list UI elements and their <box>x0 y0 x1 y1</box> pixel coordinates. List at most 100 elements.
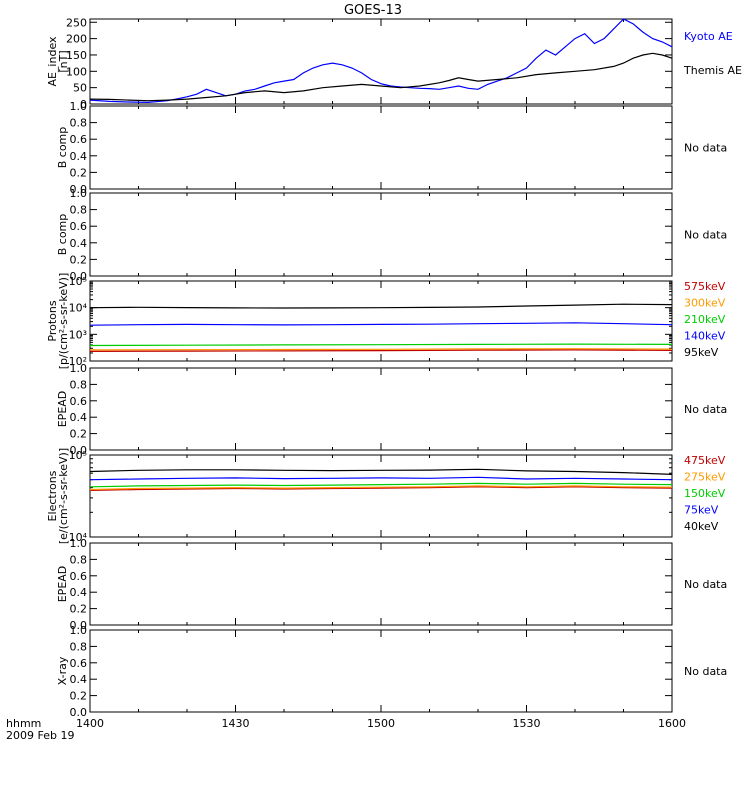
panel-bcomp1: 0.0 0.2 0.4 0.6 0.8 1.0 B comp No data <box>56 100 727 196</box>
y-tick-label: 1.0 <box>70 362 88 375</box>
series-line-475kev <box>89 486 673 491</box>
y-axis-label: Electrons <box>46 470 59 521</box>
y-tick-label: 1.0 <box>70 100 88 113</box>
no-data-label: No data <box>684 578 727 591</box>
y-tick-label: 0.6 <box>70 220 88 233</box>
legend-entry: Kyoto AE <box>684 30 733 43</box>
x-tick-label: 1500 <box>367 717 395 730</box>
y-tick-label: 10⁵ <box>69 275 87 288</box>
y-tick-label: 0.6 <box>70 570 88 583</box>
panel-frame <box>89 454 673 538</box>
panel-frame <box>89 192 673 277</box>
legend-entry: 275keV <box>684 471 726 484</box>
legend-entry: 95keV <box>684 346 719 359</box>
no-data-label: No data <box>684 142 727 155</box>
legend-entry: 575keV <box>684 280 726 293</box>
series-line-575kev <box>89 349 673 352</box>
y-axis-label: B comp <box>56 214 69 256</box>
series-line-40kev <box>89 468 673 475</box>
y-tick-label: 1.0 <box>70 537 88 550</box>
y-tick-label: 0.2 <box>70 690 88 703</box>
y-tick-label: 0.8 <box>70 117 88 130</box>
legend-entry: Themis AE <box>683 64 742 77</box>
y-axis-label: Protons <box>46 300 59 341</box>
y-tick-label: 0.2 <box>70 428 88 441</box>
no-data-label: No data <box>684 403 727 416</box>
y-tick-label: 10³ <box>69 328 87 341</box>
panel-frame <box>89 367 673 451</box>
panel-electrons: 10⁴ 10⁵ Electrons[e/(cm²-s-sr-keV)] 475keV 2… <box>46 448 726 544</box>
series-line-300kev <box>89 348 673 351</box>
y-tick-label: 0.8 <box>70 204 88 217</box>
panel-epead2: 0.0 0.2 0.4 0.6 0.8 1.0 EPEAD No data <box>56 537 727 632</box>
x-tick-label: 1430 <box>222 717 250 730</box>
legend-entry: 140keV <box>684 330 726 343</box>
y-tick-label: 0.4 <box>70 586 88 599</box>
y-tick-label: 1.0 <box>70 187 88 200</box>
y-tick-label: 0.6 <box>70 133 88 146</box>
x-date-label: 2009 Feb 19 <box>6 729 74 742</box>
series-line-150kev <box>89 482 673 488</box>
series-line-kyoto-ae <box>89 18 673 104</box>
legend-entry: 475keV <box>684 454 726 467</box>
y-tick-label: 250 <box>66 16 87 29</box>
y-tick-label: 0.2 <box>70 166 88 179</box>
y-tick-label: 0.4 <box>70 150 88 163</box>
panel-epead1: 0.0 0.2 0.4 0.6 0.8 1.0 EPEAD No data <box>56 362 727 457</box>
y-tick-label: 0.2 <box>70 253 88 266</box>
y-tick-label: 0.0 <box>70 706 88 719</box>
series-line-210kev <box>89 343 673 347</box>
panel-frame <box>89 105 673 190</box>
y-axis-label: [p/(cm²-s-sr-keV)] <box>57 273 70 370</box>
x-tick-label: 1600 <box>658 717 686 730</box>
y-tick-label: 0 <box>80 98 87 111</box>
y-tick-label: 0.4 <box>70 411 88 424</box>
panel-frame <box>89 542 673 626</box>
y-tick-label: 0.2 <box>70 603 88 616</box>
y-axis-label: [e/(cm²-s-sr-keV)] <box>57 448 70 544</box>
panel-frame <box>89 18 673 105</box>
no-data-label: No data <box>684 229 727 242</box>
y-axis-label: EPEAD <box>56 391 69 428</box>
legend-entry: 150keV <box>684 487 726 500</box>
y-tick-label: 0.6 <box>70 395 88 408</box>
series-line-275kev <box>89 485 673 491</box>
x-tick-label: 1530 <box>513 717 541 730</box>
plot-title: GOES-13 <box>344 3 402 18</box>
series-line-themis-ae <box>89 52 673 102</box>
y-axis-label: AE_index <box>46 36 59 87</box>
y-tick-label: 0.0 <box>70 444 88 457</box>
y-tick-label: 10² <box>69 355 87 368</box>
y-tick-label: 100 <box>66 65 87 78</box>
legend-entry: 75keV <box>684 504 719 517</box>
x-tick-label: 1400 <box>76 717 104 730</box>
y-tick-label: 150 <box>66 49 87 62</box>
y-tick-label: 0.4 <box>70 237 88 250</box>
series-line-95kev <box>89 303 673 309</box>
y-tick-label: 10⁵ <box>69 449 87 462</box>
legend-entry: 40keV <box>684 520 719 533</box>
y-tick-label: 10⁴ <box>69 302 88 315</box>
y-tick-label: 0.4 <box>70 673 88 686</box>
x-unit-label: hhmm <box>6 717 41 730</box>
y-tick-label: 200 <box>66 33 87 46</box>
y-tick-label: 10⁴ <box>69 531 88 544</box>
y-tick-label: 0.6 <box>70 657 88 670</box>
panel-bcomp2: 0.0 0.2 0.4 0.6 0.8 1.0 B comp No data <box>56 187 727 283</box>
y-tick-label: 50 <box>73 82 87 95</box>
series-line-75kev <box>89 476 673 481</box>
y-tick-label: 0.0 <box>70 619 88 632</box>
y-tick-label: 1.0 <box>70 624 88 637</box>
y-tick-label: 0.0 <box>70 183 88 196</box>
y-axis-label: B comp <box>56 127 69 169</box>
panel-ae: 0 50 100 150 200 250 AE_index[nT] Kyoto AE Themi… <box>46 16 742 111</box>
legend-entry: 300keV <box>684 297 726 310</box>
panel-frame <box>89 629 673 713</box>
panel-xray: 0.0 0.2 0.4 0.6 0.8 1.0 X-ray No data <box>56 624 727 719</box>
legend-entry: 210keV <box>684 313 726 326</box>
y-tick-label: 0.8 <box>70 553 88 566</box>
series-line-140kev <box>89 322 673 326</box>
y-axis-label: EPEAD <box>56 566 69 603</box>
y-tick-label: 0.0 <box>70 270 88 283</box>
